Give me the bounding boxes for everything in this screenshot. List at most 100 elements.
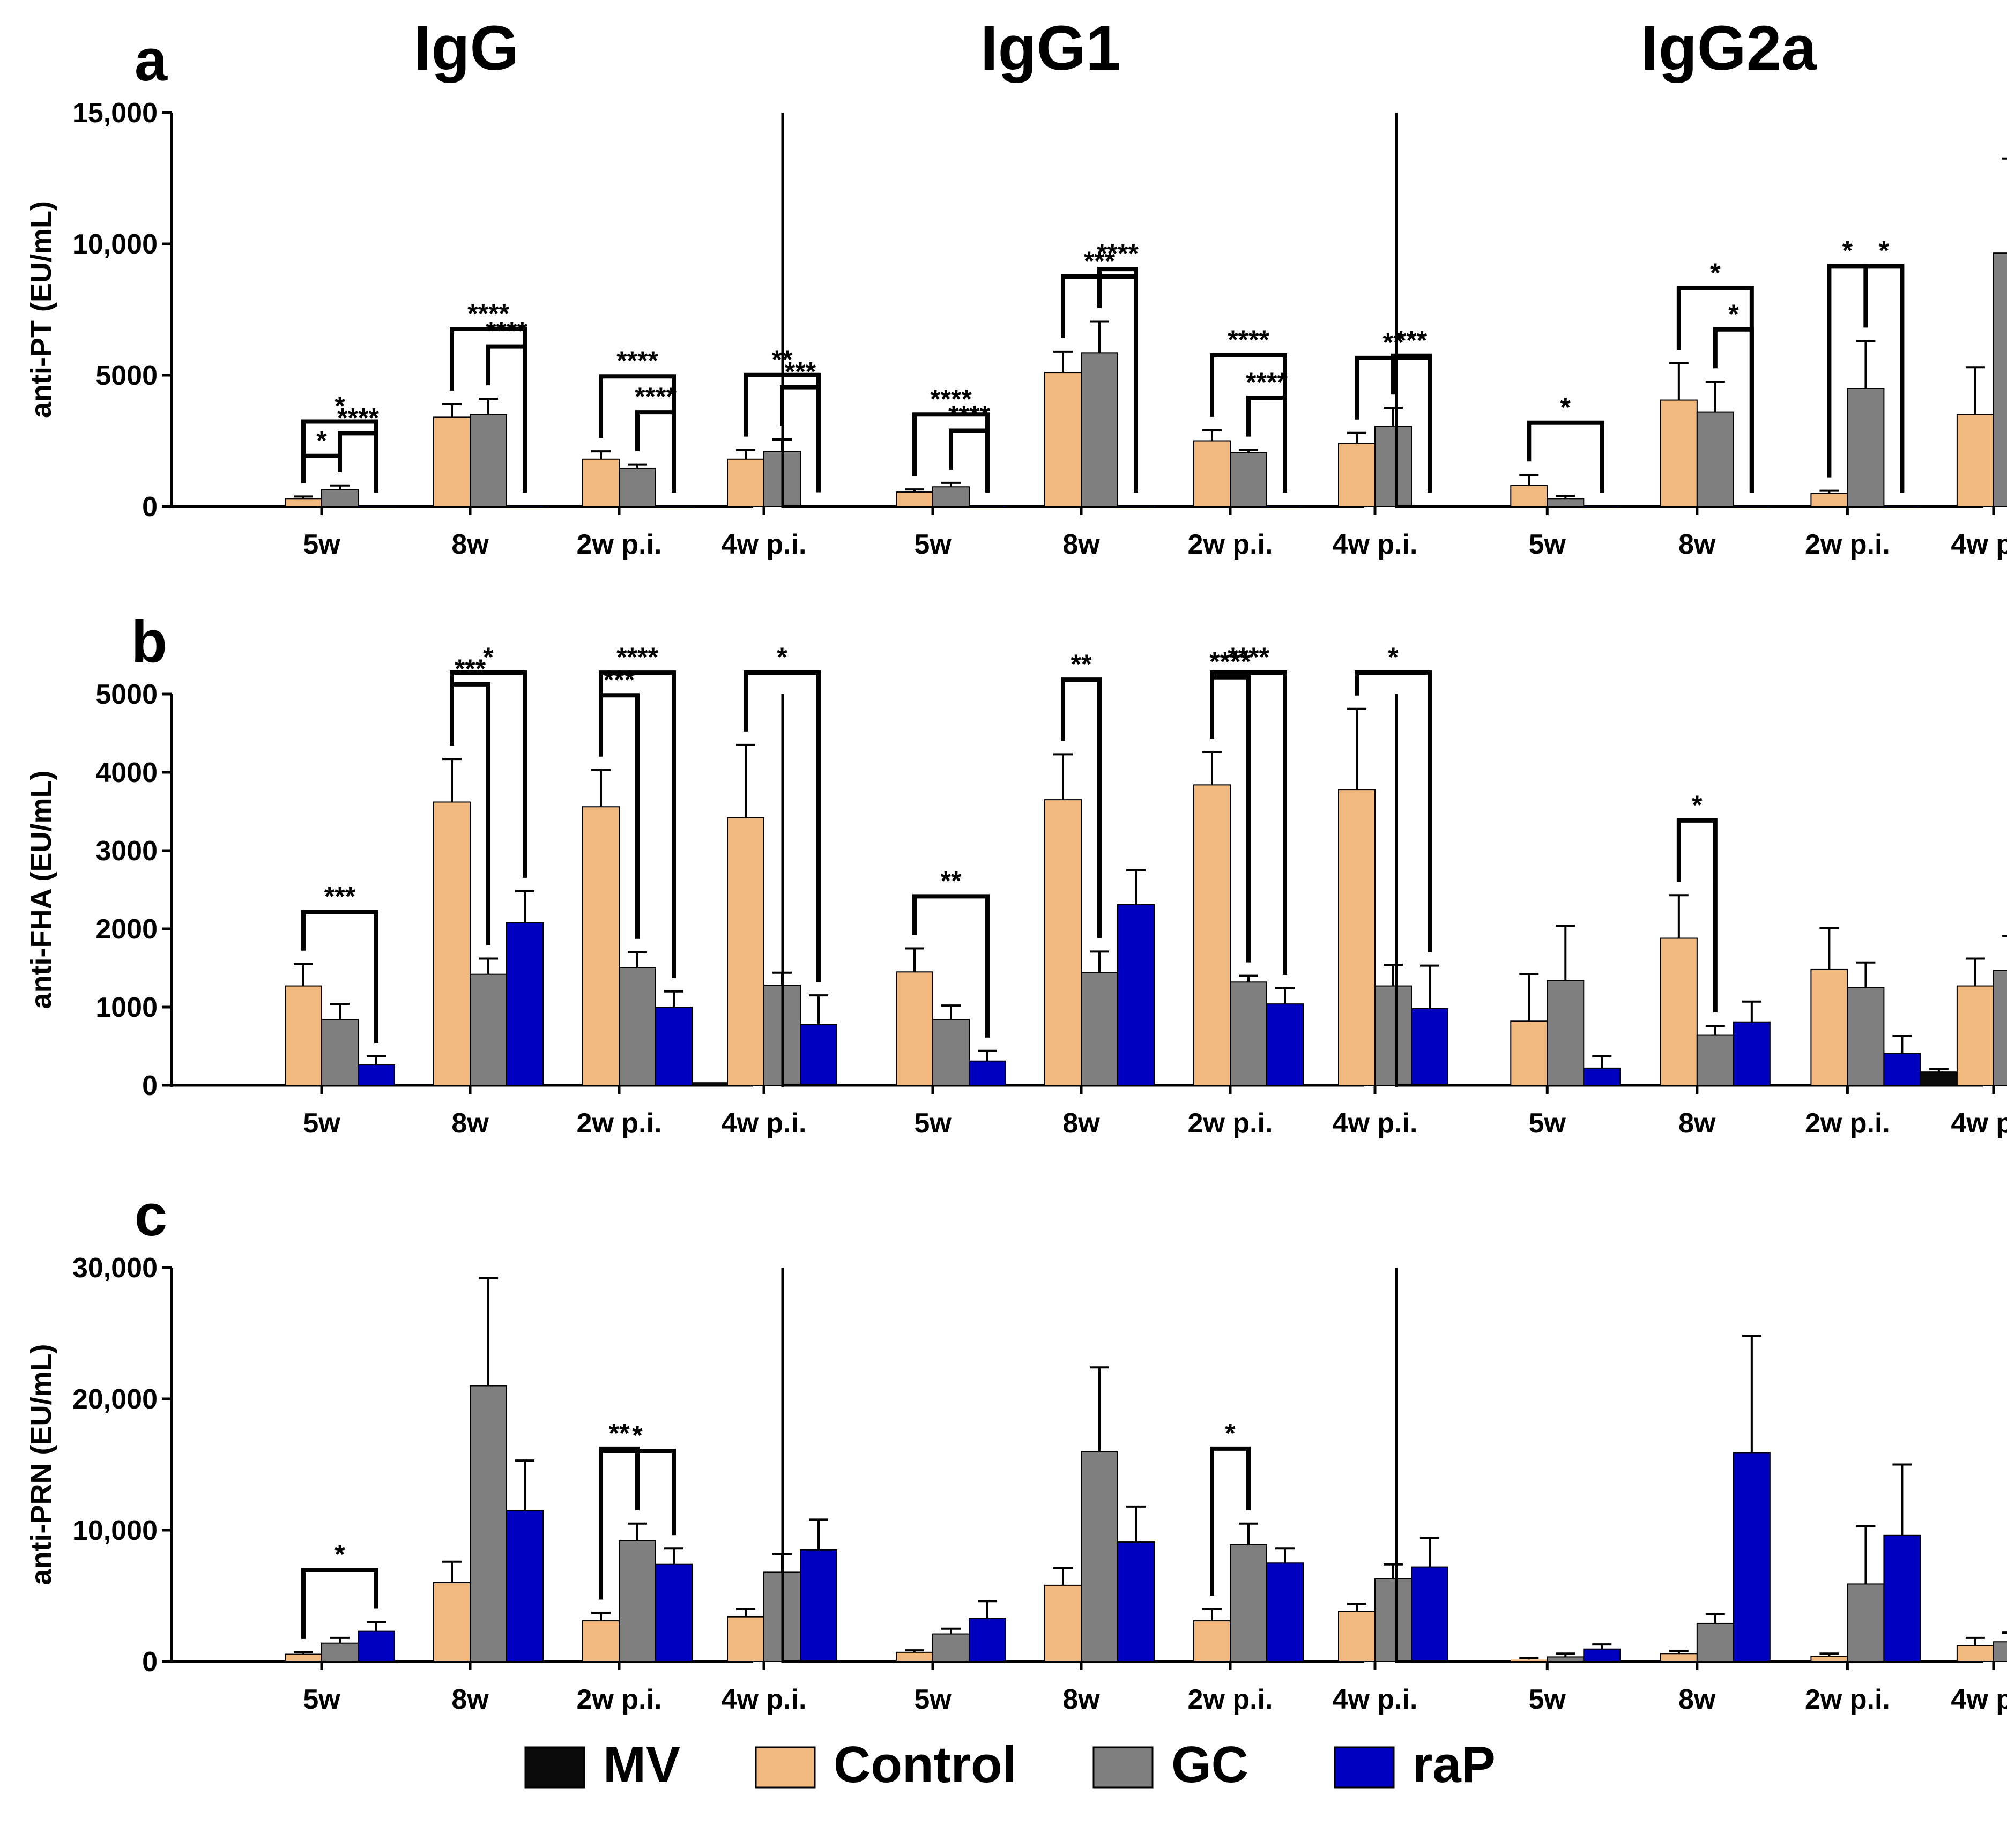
significance-bracket [1713,327,1754,493]
significance-bracket [1391,353,1432,493]
significance-label: ** [1071,649,1092,679]
bar-gc-5w [932,1019,970,1086]
bar-control-2w-p-i- [582,1620,620,1663]
bar-rap-4w-p-i- [1411,1566,1448,1663]
significance-label: **** [1228,325,1269,355]
chart-panel-b-3: 5w 8w 2w p.i. 4w p.i. * [1395,694,2007,1139]
significance-bracket [301,453,342,483]
bar-control-5w [285,1653,322,1662]
chart-panel-b-2: 5w 8w 2w p.i. 4w p.i.**** ******** * [781,642,1448,1139]
legend-label-mv: MV [603,1736,680,1793]
x-tick-label: 5w [914,529,952,560]
x-tick-label: 5w [1529,529,1566,560]
bar-control-8w [1660,937,1698,1086]
bar-control-2w-p-i- [1193,784,1231,1086]
significance-bracket [301,1568,378,1639]
x-tick-label: 5w [303,1108,340,1139]
bar-rap-4w-p-i- [1411,1008,1448,1086]
bar-gc-8w [1081,1451,1118,1662]
bar-gc-4w-p-i- [1993,1641,2007,1662]
column-title-igg2a: IgG2a [1641,13,1817,84]
bar-control-5w [896,971,933,1086]
bar-rap-4w-p-i- [800,1024,837,1086]
bar-rap-8w [1117,1541,1155,1663]
legend-swatch-mv [524,1746,585,1789]
bar-control-5w [285,498,322,507]
y-tick-label: 0 [142,1646,158,1678]
x-tick-label: 4w p.i. [1951,1684,2007,1715]
y-tick-label: 4000 [95,757,158,788]
chart-panel-c-3: 5w 8w 2w p.i. 4w p.i. [1395,1268,2007,1715]
y-tick-label: 2000 [95,914,158,945]
bar-gc-2w-p-i- [619,1540,656,1663]
bar-control-5w [1510,485,1548,507]
bar-gc-2w-p-i- [619,967,656,1086]
bar-gc-4w-p-i- [1374,985,1412,1086]
legend-item-rap: raP [1334,1736,1496,1793]
bar-control-8w [1660,399,1698,507]
bar-gc-8w [1696,1622,1734,1662]
bar-gc-8w [1081,352,1118,507]
bar-control-4w-p-i- [1338,1611,1376,1662]
bar-rap-5w [358,1064,395,1086]
significance-bracket [486,344,527,493]
bar-gc-8w [470,1385,507,1662]
significance-bracket [1355,670,1432,952]
significance-bracket [949,428,990,493]
significance-bracket [1210,675,1251,963]
y-tick-label: 10,000 [72,229,158,260]
significance-label: **** [1246,367,1288,397]
significance-label: **** [486,316,527,346]
x-tick-label: 4w p.i. [1951,529,2007,560]
bar-rap-2w-p-i- [655,1563,693,1662]
x-tick-label: 4w p.i. [722,1684,807,1715]
legend-swatch-rap [1334,1746,1395,1789]
significance-bracket [599,693,640,939]
x-tick-label: 8w [1062,1684,1100,1715]
bar-gc-5w [321,489,359,508]
y-tick-label: 5000 [95,360,158,391]
significance-label: * [1710,258,1721,288]
significance-bracket [338,431,378,493]
bar-rap-2w-p-i- [1883,1053,1921,1086]
x-tick-label: 8w [1062,1108,1100,1139]
legend-item-gc: GC [1092,1736,1248,1793]
bar-mv-4w-p-i- [1302,1084,1339,1085]
bar-control-4w-p-i- [727,1616,764,1662]
y-tick-label: 0 [142,1070,158,1101]
legend-swatch-gc [1092,1746,1154,1789]
significance-label: **** [930,384,972,414]
bar-gc-8w [470,414,507,507]
y-tick-label: 1000 [95,992,158,1023]
y-tick-label: 10,000 [72,1515,158,1546]
chart-panel-a-1: 0 5000 10,000 15,000 anti-PT (EU/mL) 5w 8w 2w p… [25,98,837,560]
chart-panel-c-1: 0 10,000 20,000 30,000 anti-PRN (EU/mL) 5w 8w 2… [25,1253,837,1715]
significance-label: **** [635,382,677,412]
significance-label: **** [1228,642,1269,672]
bar-gc-5w [1547,1656,1585,1663]
bar-rap-2w-p-i- [655,1007,693,1086]
significance-label: **** [337,403,379,433]
panel-label-a: a [135,27,168,93]
significance-label: *** [1396,325,1428,355]
x-tick-label: 4w p.i. [1333,1684,1418,1715]
bar-gc-5w [321,1019,359,1086]
bar-mv-4w-p-i- [691,1082,727,1085]
y-axis-label: anti-PT (EU/mL) [25,201,57,418]
significance-label: *** [785,357,816,387]
bar-control-4w-p-i- [727,458,764,507]
significance-bracket [1210,1446,1251,1596]
legend-label-rap: raP [1413,1736,1496,1793]
significance-bracket [1863,264,1905,493]
bar-control-4w-p-i- [1956,414,1994,507]
x-tick-label: 8w [1062,529,1100,560]
bar-rap-5w [969,1618,1006,1662]
bar-rap-8w [506,922,544,1086]
significance-label: *** [455,654,486,684]
bar-control-4w-p-i- [1338,789,1376,1086]
bar-rap-5w [1583,1067,1621,1086]
bar-control-4w-p-i- [1956,985,1994,1086]
bar-control-8w [433,416,471,508]
bar-rap-5w [358,1630,395,1662]
significance-label: *** [604,665,635,695]
